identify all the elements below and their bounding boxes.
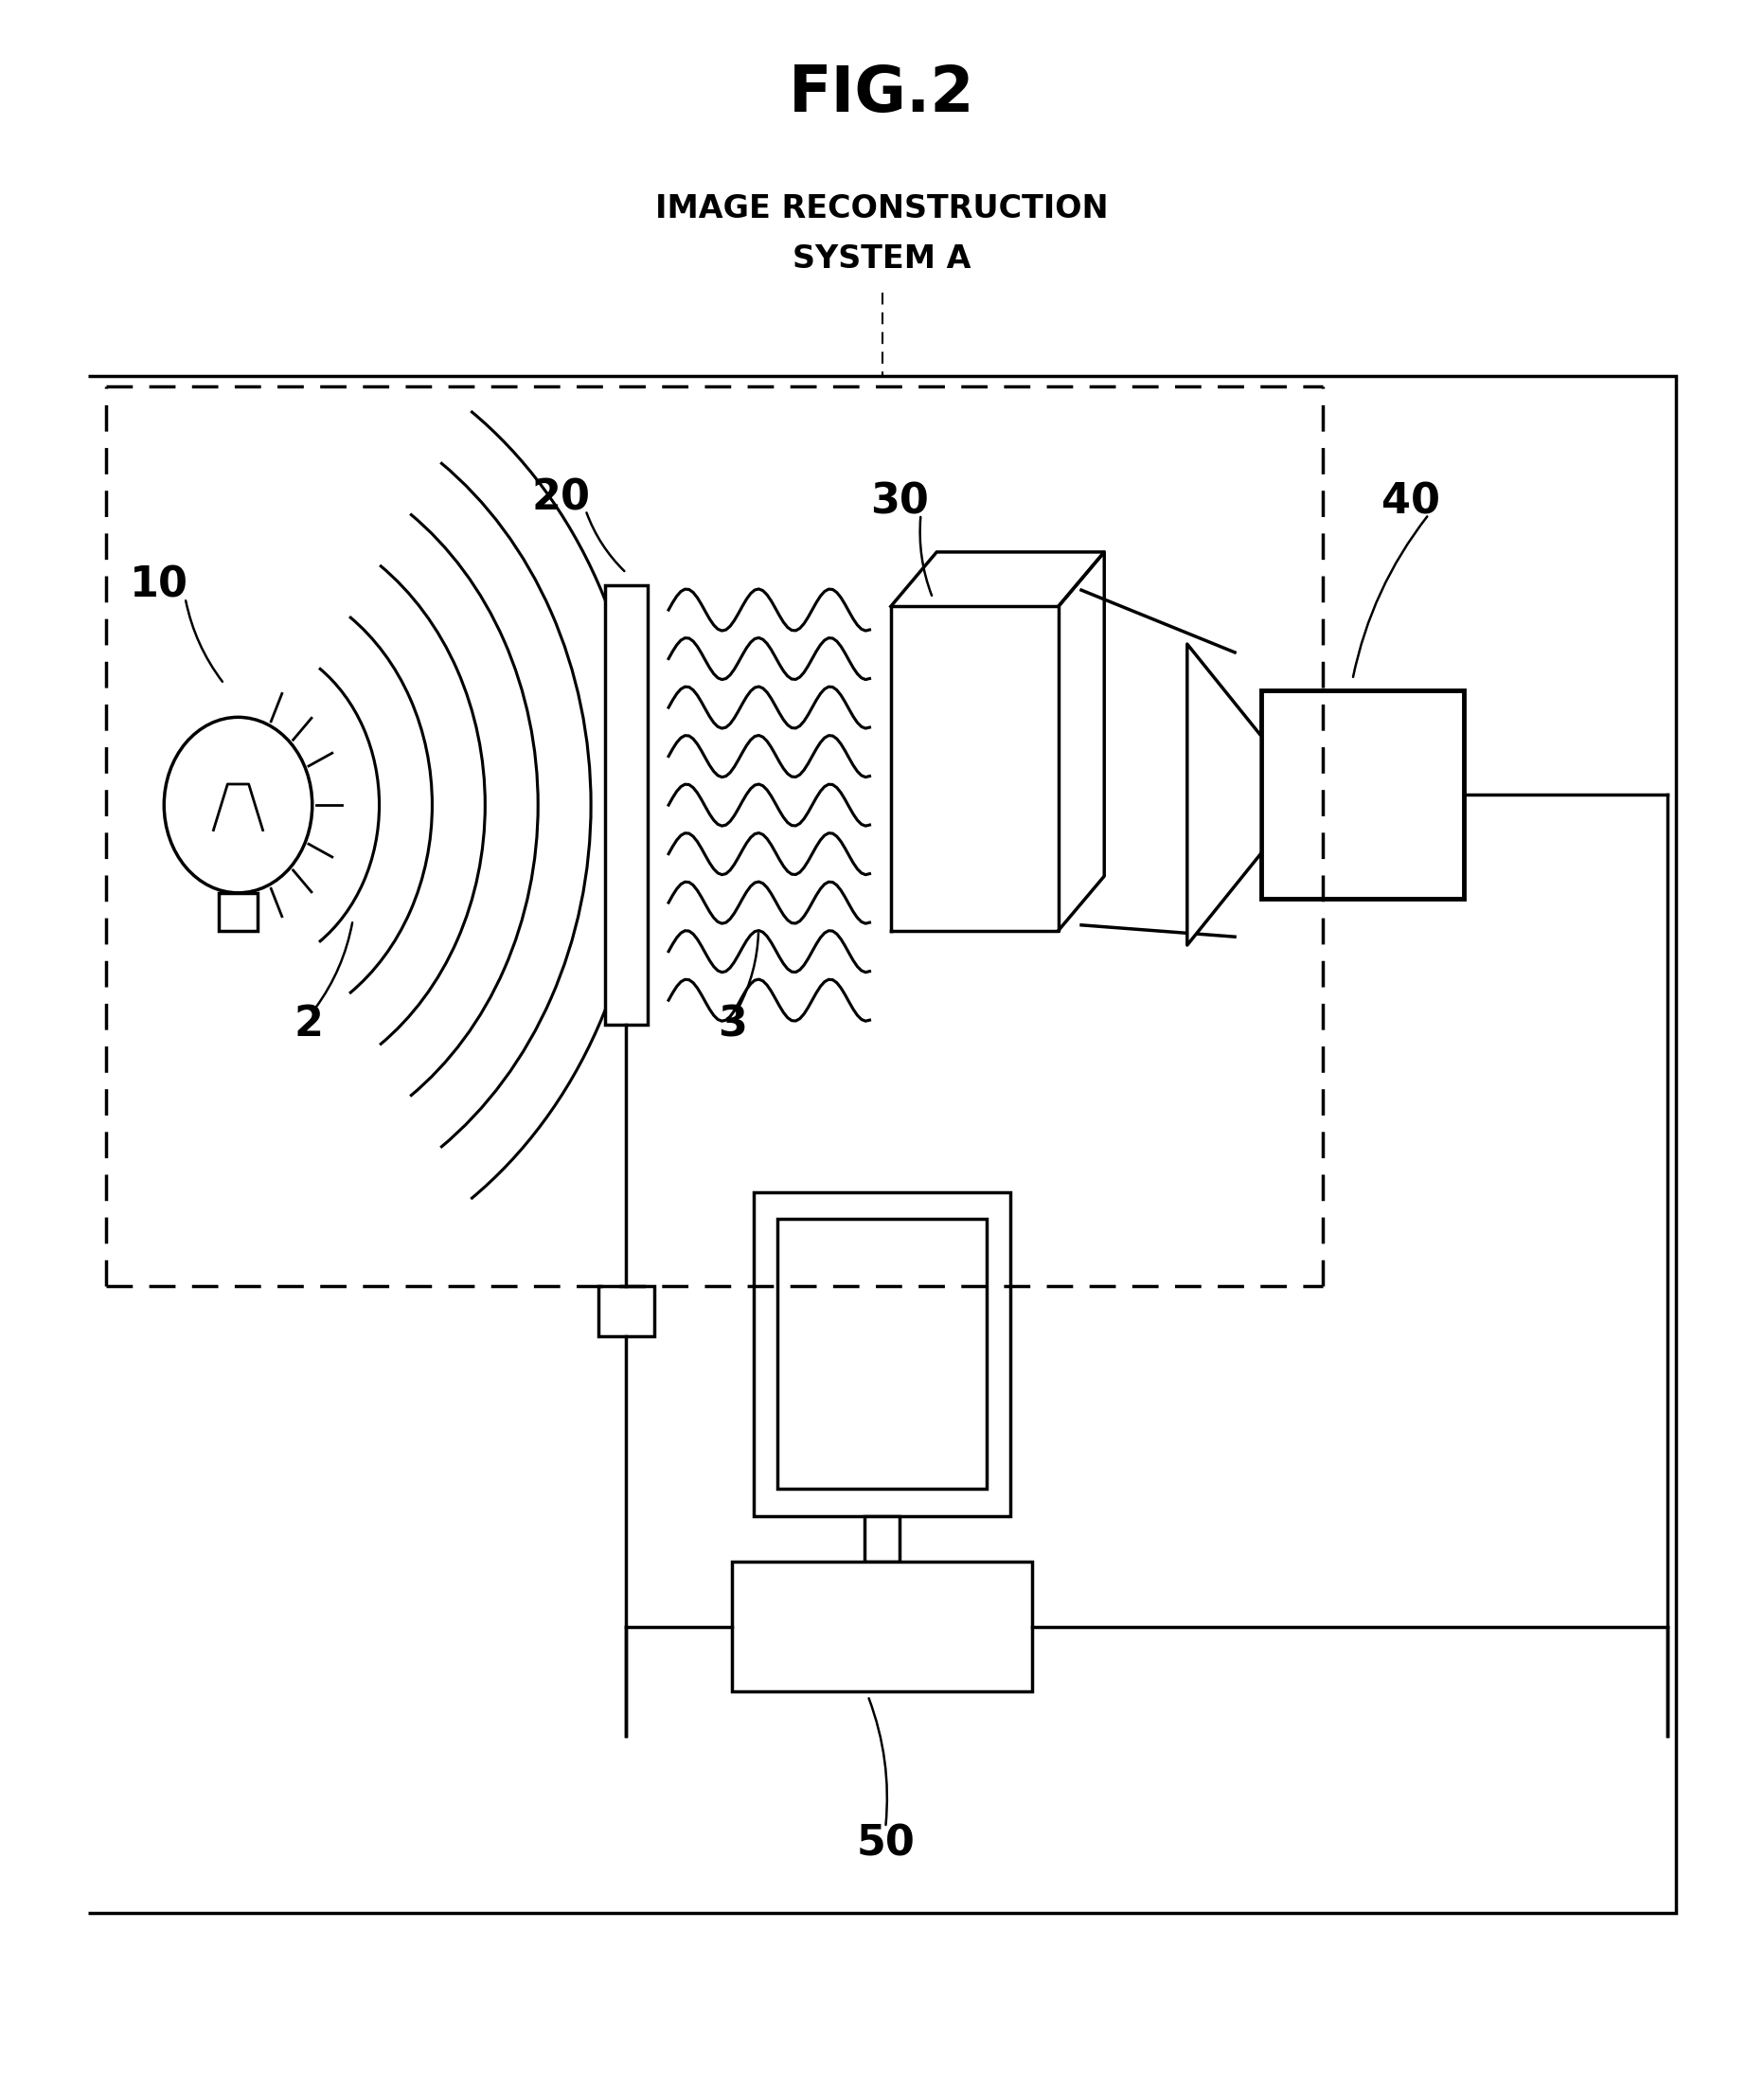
- Text: 2: 2: [295, 1004, 323, 1046]
- Bar: [219, 893, 258, 930]
- Polygon shape: [1187, 644, 1261, 945]
- Text: SYSTEM A: SYSTEM A: [792, 245, 972, 274]
- Bar: [605, 585, 647, 1025]
- Bar: [1261, 690, 1464, 899]
- Bar: [598, 1286, 654, 1336]
- Text: 40: 40: [1381, 481, 1441, 523]
- Text: FIG.2: FIG.2: [789, 63, 975, 125]
- Text: 10: 10: [129, 565, 189, 606]
- Text: 20: 20: [531, 477, 591, 519]
- Circle shape: [164, 717, 312, 893]
- Bar: [864, 1516, 900, 1562]
- Bar: [732, 1562, 1032, 1692]
- Text: IMAGE RECONSTRUCTION: IMAGE RECONSTRUCTION: [656, 194, 1108, 224]
- Bar: [755, 1192, 1009, 1516]
- Text: 30: 30: [870, 481, 930, 523]
- Bar: [776, 1219, 988, 1489]
- Text: 50: 50: [856, 1823, 916, 1865]
- Text: 3: 3: [718, 1004, 746, 1046]
